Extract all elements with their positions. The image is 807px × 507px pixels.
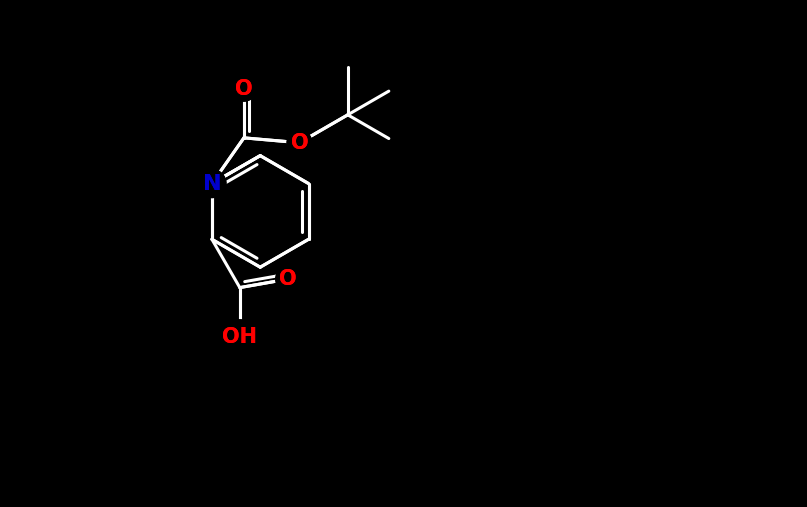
- Circle shape: [276, 267, 300, 292]
- Text: N: N: [203, 173, 221, 194]
- Circle shape: [223, 320, 257, 353]
- Text: O: O: [291, 133, 308, 153]
- Circle shape: [232, 77, 256, 101]
- Text: N: N: [203, 173, 221, 194]
- Text: O: O: [279, 269, 297, 289]
- Circle shape: [287, 130, 312, 155]
- Circle shape: [223, 320, 257, 353]
- Text: OH: OH: [222, 327, 257, 347]
- Circle shape: [232, 77, 256, 101]
- Circle shape: [198, 169, 226, 197]
- Text: O: O: [291, 133, 308, 153]
- Circle shape: [276, 267, 300, 292]
- Text: O: O: [235, 79, 253, 99]
- Text: O: O: [235, 79, 253, 99]
- Text: O: O: [279, 269, 297, 289]
- Circle shape: [287, 130, 312, 155]
- Text: OH: OH: [222, 327, 257, 347]
- Circle shape: [198, 169, 226, 197]
